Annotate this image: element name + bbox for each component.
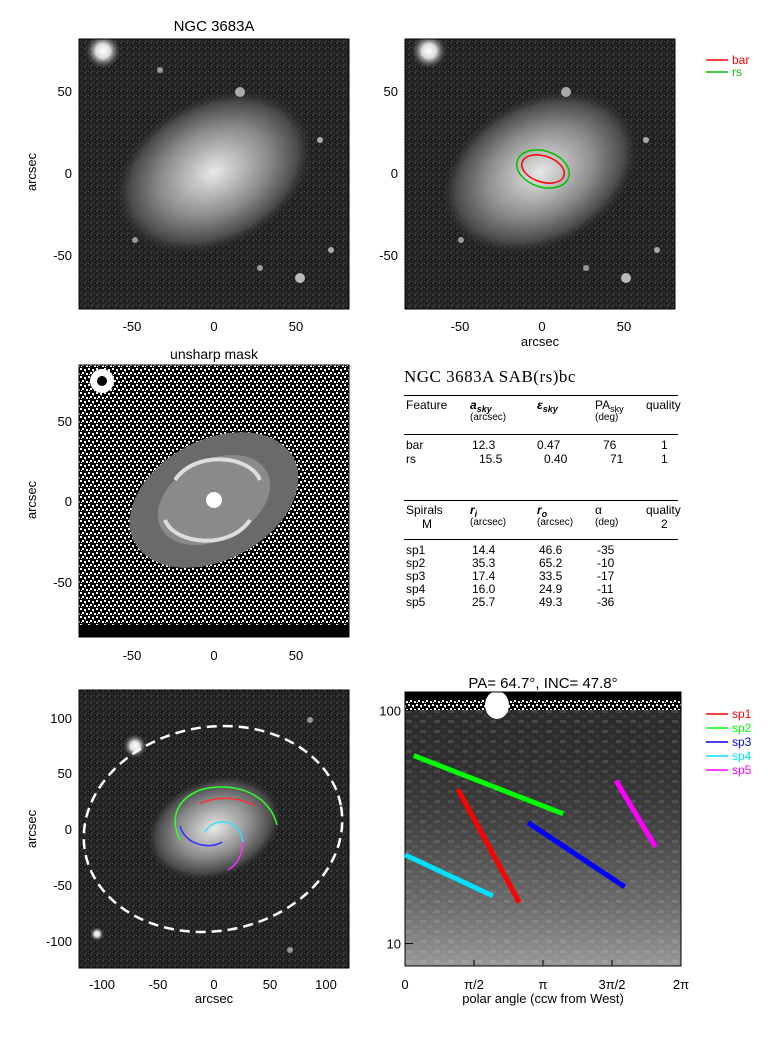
panel1-xtick: -50: [123, 319, 142, 334]
chart-xlabel: polar angle (ccw from West): [462, 991, 624, 1006]
rs-ellipse: [515, 149, 571, 189]
panel5-ytick: 0: [65, 822, 72, 837]
panel1-title: NGC 3683A: [174, 18, 255, 35]
panel-polar-chart: PA= 64.7°, INC= 47.8° 0 π/2 π 3π/2 2π 10010 …: [379, 675, 751, 1006]
galaxy-disk: [114, 89, 314, 255]
legend-rs: rs: [732, 65, 742, 79]
chart-xtick-label: 2π: [673, 977, 689, 992]
panel1-xtick: 0: [210, 319, 217, 334]
series-line-sp2: [412, 753, 565, 817]
panel1-ylabel: arcsec: [24, 152, 39, 191]
panel5-ytick: 100: [50, 711, 72, 726]
panel3-title: unsharp mask: [170, 346, 259, 362]
chart-ytick-label: 10: [387, 936, 401, 951]
panel2-xlabel: arcsec: [521, 334, 560, 349]
panel1-xtick: 50: [289, 319, 303, 334]
panel3-ylabel: arcsec: [24, 480, 39, 519]
panel5-ytick: -50: [53, 878, 72, 893]
panel3-ytick: 50: [58, 414, 72, 429]
panel5-xtick: 0: [210, 977, 217, 992]
panel2-xtick: 50: [617, 319, 631, 334]
panel5-xtick: -50: [149, 977, 168, 992]
panel-unsharp-mask: unsharp mask arcsec 50 0 -50 -50 0 50: [24, 346, 350, 663]
panel5-axes: arcsec 100 50 0 -50 -100 -100 -50 0 50 1…: [24, 711, 337, 1006]
panel1-ytick: 0: [65, 166, 72, 181]
panel1-axes: arcsec 50 0 -50 -50 0 50: [24, 84, 303, 334]
series-line-sp4: [403, 852, 494, 899]
legend-bar: bar: [732, 53, 749, 67]
panel5-ytick: 50: [58, 766, 72, 781]
chart-xtick-label: π: [539, 977, 548, 992]
arc-sp2: [174, 786, 278, 841]
series-line-sp5: [613, 779, 658, 849]
chart-ytick-group: 100 10: [379, 703, 413, 951]
panel3-ytick: -50: [53, 575, 72, 590]
outer-dashed-ellipse: [82, 724, 344, 934]
panel2-axes: 50 0 -50 -50 0 50 arcsec: [379, 84, 631, 349]
arc-sp5: [227, 841, 244, 871]
series-line-sp1: [455, 787, 522, 904]
arc-sp1: [199, 797, 256, 807]
chart-xtick-label: 3π/2: [598, 977, 625, 992]
panel3-axes: arcsec 50 0 -50 -50 0 50: [24, 414, 303, 663]
panel5-xtick: -100: [89, 977, 115, 992]
panel2-ytick: 0: [391, 166, 398, 181]
legend-label-sp1: sp1: [732, 707, 752, 721]
panel5-ylabel: arcsec: [24, 809, 39, 848]
panel2-xtick: -50: [451, 319, 470, 334]
panel-galaxy-ellipses: 50 0 -50 -50 0 50 arcsec bar rs: [379, 38, 749, 349]
bright-star: [85, 39, 121, 69]
panel5-xlabel: arcsec: [195, 991, 234, 1006]
panel2-legend: bar rs: [706, 53, 749, 79]
legend-label-sp3: sp3: [732, 735, 752, 749]
panel1-ytick: -50: [53, 248, 72, 263]
chart-title: PA= 64.7°, INC= 47.8°: [468, 675, 617, 692]
chart-xtick-group: 0 π/2 π 3π/2 2π: [401, 960, 689, 992]
chart-xtick-label: π/2: [464, 977, 484, 992]
bar-ellipse: [520, 154, 566, 184]
panel2-xtick: 0: [538, 319, 545, 334]
legend-label-sp4: sp4: [732, 749, 752, 763]
panel-spiral-fits: arcsec 100 50 0 -50 -100 -100 -50 0 50 1…: [24, 689, 350, 1006]
chart-xtick-label: 0: [401, 977, 408, 992]
panel3-xtick: -50: [123, 648, 142, 663]
panel1-ytick: 50: [58, 84, 72, 99]
panel3-ytick: 0: [65, 494, 72, 509]
arc-sp4: [204, 821, 244, 843]
chart-ytick-label: 100: [379, 703, 401, 718]
legend-label-sp5: sp5: [732, 763, 752, 777]
series-line-sp3: [526, 820, 627, 889]
panel5-xtick: 50: [263, 977, 277, 992]
panel5-xtick: 100: [315, 977, 337, 992]
panel5-ytick: -100: [46, 934, 72, 949]
panel-galaxy-image: NGC 3683A arcsec 50 0 -50 -50 0 50: [24, 18, 350, 334]
arc-sp3: [179, 825, 223, 847]
chart-series-group: [403, 753, 658, 904]
panel3-xtick: 50: [289, 648, 303, 663]
legend-label-sp2: sp2: [732, 721, 752, 735]
panel2-ytick: 50: [384, 84, 398, 99]
panel3-xtick: 0: [210, 648, 217, 663]
panel2-ytick: -50: [379, 248, 398, 263]
